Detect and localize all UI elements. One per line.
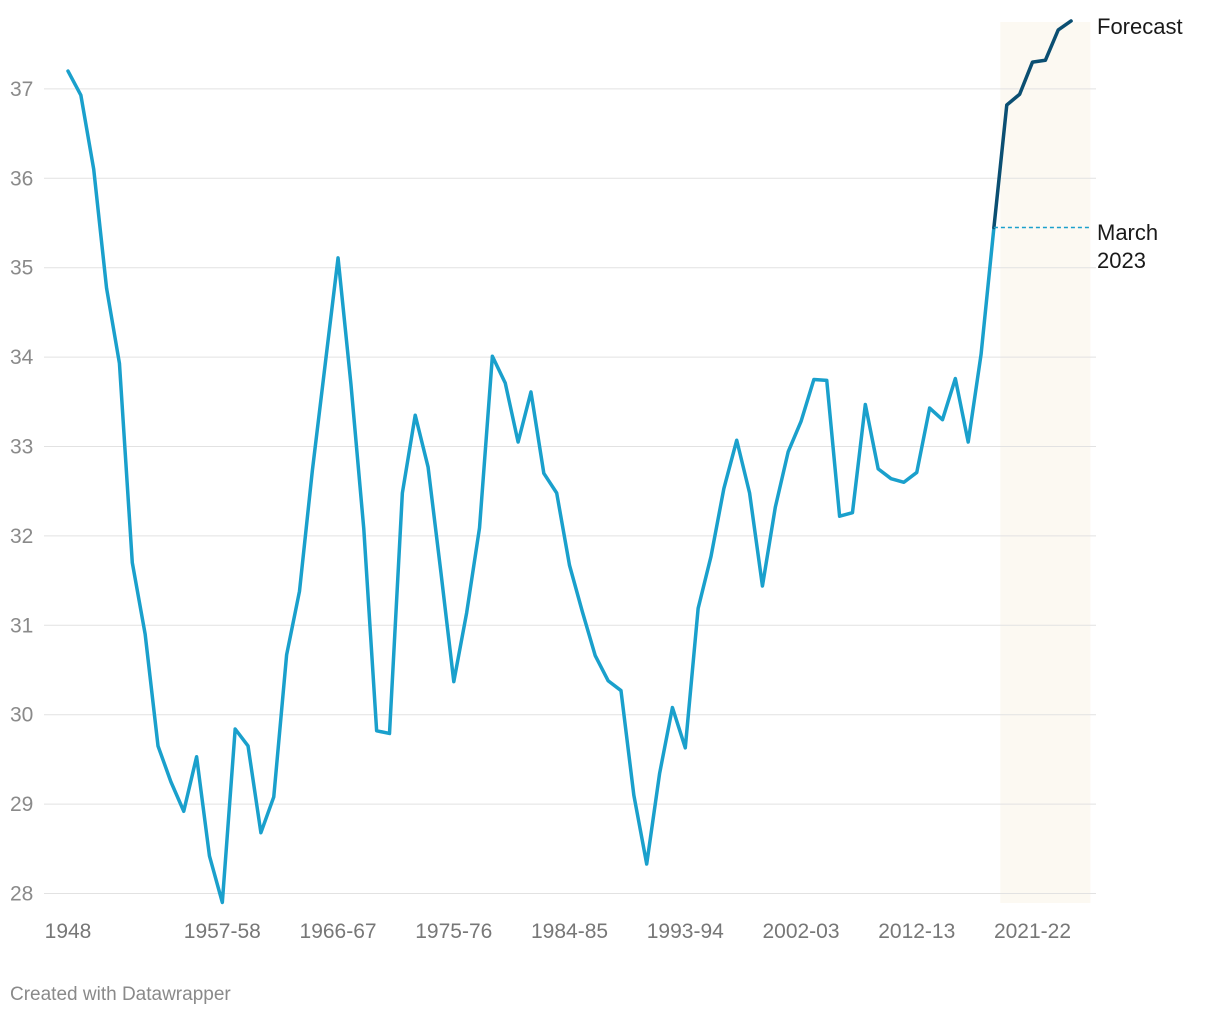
y-tick-label: 29: [10, 793, 33, 816]
x-tick-label: 2002-03: [762, 920, 839, 943]
x-tick-label: 1957-58: [184, 920, 261, 943]
y-tick-label: 32: [10, 525, 33, 548]
x-tick-label: 1993-94: [647, 920, 724, 943]
x-tick-label: 1948: [45, 920, 92, 943]
x-tick-label: 1966-67: [300, 920, 377, 943]
series-line-forecast: [992, 19, 1073, 230]
series-line-actual: [66, 69, 996, 905]
x-tick-label: 1975-76: [415, 920, 492, 943]
gridlines: [44, 88, 1096, 894]
x-tick-label: 1984-85: [531, 920, 608, 943]
march-2023-label: March 2023: [1097, 220, 1164, 273]
annotations: Forecast March 2023: [993, 14, 1183, 273]
x-tick-label: 2012-13: [878, 920, 955, 943]
y-tick-label: 30: [10, 704, 33, 727]
y-tick-label: 35: [10, 257, 33, 280]
forecast-shaded-region: [1000, 22, 1091, 903]
series-lines: [66, 19, 1073, 905]
y-tick-label: 28: [10, 883, 33, 906]
y-tick-label: 37: [10, 78, 33, 101]
y-axis-ticks: 28 29 30 31 32 33 34 35 36 37: [10, 78, 34, 906]
forecast-band-layer: [1000, 22, 1091, 903]
y-tick-label: 36: [10, 167, 33, 190]
y-tick-label: 34: [10, 346, 34, 369]
x-axis-ticks: 1948 1957-58 1966-67 1975-76 1984-85 1993-94 2…: [45, 920, 1071, 943]
x-tick-label: 2021-22: [994, 920, 1071, 943]
forecast-label: Forecast: [1097, 14, 1183, 39]
y-tick-label: 33: [10, 436, 33, 459]
y-tick-label: 31: [10, 614, 33, 637]
credit-text: Created with Datawrapper: [10, 984, 231, 1005]
